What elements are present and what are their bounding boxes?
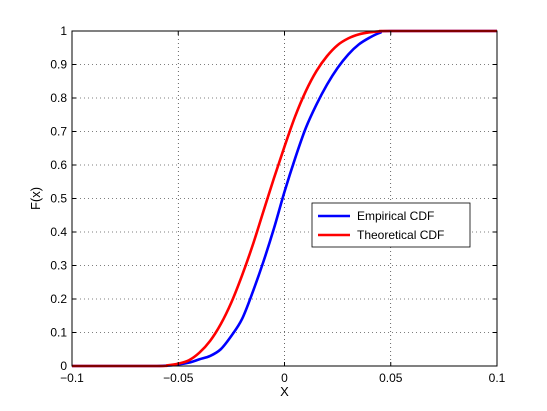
legend-box [311, 202, 471, 248]
series-line-empirical [72, 29, 497, 368]
series-lines [72, 29, 497, 368]
y-tick-label: 1 [60, 24, 67, 38]
x-tick-label: −0.1 [60, 371, 84, 385]
x-axis-title: X [280, 384, 289, 399]
y-tick-label: 0.1 [50, 326, 67, 340]
y-tick-label: 0 [60, 359, 67, 373]
y-tick-label: 0.6 [50, 158, 67, 172]
legend: Empirical CDF Theoretical CDF [311, 202, 471, 248]
y-tick-label: 0.9 [50, 58, 67, 72]
series-line-theoretical [72, 29, 497, 368]
y-tick-label: 0.4 [50, 225, 67, 239]
x-tick-label: 0.1 [489, 371, 506, 385]
x-tick-label: −0.05 [163, 371, 194, 385]
grid-lines [72, 31, 497, 366]
y-tick-label: 0.7 [50, 125, 67, 139]
y-tick-label: 0.3 [50, 259, 67, 273]
y-tick-label: 0.8 [50, 91, 67, 105]
x-tick-label: 0.05 [379, 371, 403, 385]
y-axis-title: F(x) [28, 187, 43, 210]
y-tick-label: 0.2 [50, 292, 67, 306]
legend-label: Theoretical CDF [357, 228, 444, 242]
axis-ticks: −0.1 −0.05 0 0.05 0.1 0 0.1 0.2 0.3 0.4 0.5 0.6 0.7 0… [50, 24, 505, 385]
y-tick-label: 0.5 [50, 192, 67, 206]
legend-label: Empirical CDF [357, 209, 434, 223]
x-tick-label: 0 [281, 371, 288, 385]
